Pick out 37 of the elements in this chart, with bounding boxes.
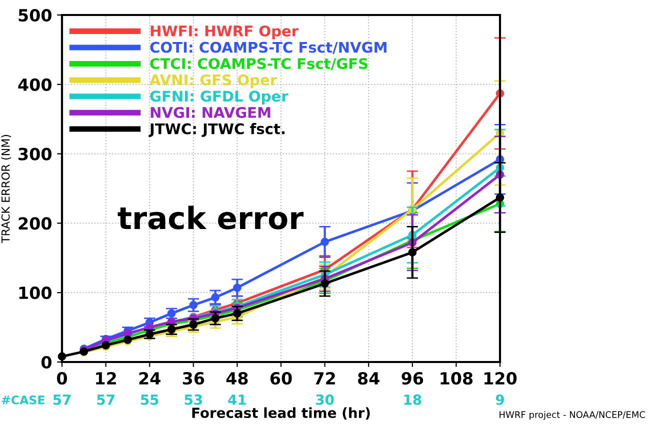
text: 57 [97, 394, 114, 405]
x-tick-label: 96 [402, 372, 424, 385]
legend-label: JTWC: JTWC fsct. [148, 123, 284, 138]
x-tick-label: 48 [226, 372, 248, 385]
text: #CASE [2, 395, 44, 404]
y-tick-label: 200 [18, 217, 52, 230]
x-tick-label: 0 [57, 372, 67, 385]
y-axis-title: TRACK ERROR (NM) [1, 134, 12, 244]
text: 57 [53, 394, 71, 405]
text: 30 [316, 394, 334, 405]
x-tick-label: 60 [270, 372, 292, 385]
legend-label: GFNI: GFDL Oper [150, 90, 288, 105]
x-tick-label: 72 [314, 372, 335, 384]
y-tick-label: 400 [18, 78, 52, 91]
y-tick-label: 500 [18, 8, 52, 22]
legend-label: AVNI: GFS Oper [150, 74, 278, 88]
x-tick-label: 120 [484, 372, 517, 385]
legend-label: NVGI: NAVGEM [150, 106, 270, 118]
x-tick-label: 24 [139, 372, 160, 384]
text: 9 [496, 394, 504, 405]
y-tick-label: 100 [19, 286, 52, 300]
legend-label: CTCI: COAMPS-TC Fsct/GFS [150, 58, 368, 70]
legend-label: HWFI: HWRF Oper [150, 25, 299, 40]
y-tick-label: 300 [18, 148, 52, 160]
y-tick-label: 0 [41, 356, 52, 369]
annotation: track error [118, 206, 304, 230]
text: 53 [184, 394, 202, 405]
x-tick-label: 84 [358, 372, 380, 385]
text: HWRF project - NOAA/NCEP/EMC [500, 411, 645, 420]
x-tick-label: 108 [440, 372, 473, 385]
text: 55 [141, 394, 158, 405]
text: 41 [228, 394, 246, 405]
text: 18 [404, 394, 422, 405]
x-tick-label: 12 [96, 372, 116, 384]
legend-label: COTI: COAMPS-TC Fsct/NVGM [150, 42, 386, 54]
x-tick-label: 36 [182, 372, 204, 385]
x-axis-title: Forecast lead time (hr) [192, 407, 370, 420]
